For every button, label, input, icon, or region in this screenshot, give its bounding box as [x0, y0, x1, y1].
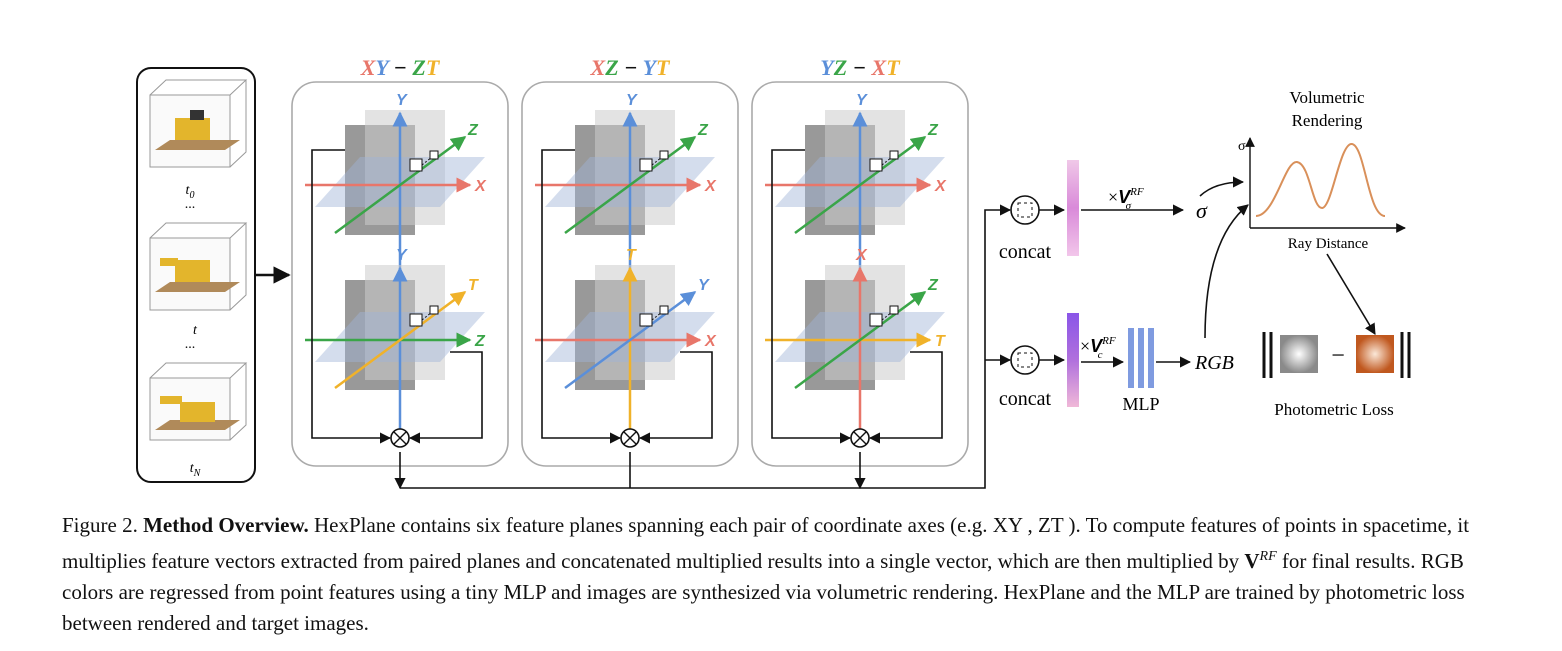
render-y-label: σ — [1238, 139, 1246, 154]
frame-cube-t — [149, 222, 248, 311]
multiply-node — [390, 428, 410, 448]
axis-label-diag: Z — [697, 122, 709, 139]
panel-1-bottom-axes: Y Z T — [305, 247, 486, 430]
axis-label-diag: Z — [467, 122, 479, 139]
caption-figure-number: Figure 2. — [62, 513, 138, 537]
frame-label-tN: tN — [190, 461, 202, 479]
feature-plane-panels: XY − ZT Y X Z Y Z T XZ − YT Y X Z T X Y YZ − XT Y X Z X T Z — [291, 55, 969, 467]
sample-point — [639, 158, 653, 172]
panel-2-bottom-axes: T X Y — [535, 247, 717, 430]
concat-top — [1010, 195, 1040, 225]
caption-text-1: HexPlane contains six feature planes spa… — [62, 513, 1470, 573]
panel-2-left-connector — [541, 149, 622, 444]
panel-1: XY − ZT Y X Z Y Z T — [291, 55, 509, 467]
frame-cube-tN — [149, 362, 248, 441]
frame-label-t0: t0 — [186, 183, 195, 201]
concat-bottom — [1010, 345, 1040, 375]
frame-cube-t0 — [149, 79, 248, 168]
axis-label-up: Y — [396, 92, 408, 109]
multiply-node — [620, 428, 640, 448]
rgb-feature-vector — [1067, 313, 1079, 407]
sample-point — [409, 158, 423, 172]
panel-3-bottom-axes: X T Z — [765, 247, 946, 430]
input-frames: t0 ... t ... tN — [136, 67, 256, 483]
sample-point — [869, 158, 883, 172]
rgb-output: RGB — [1194, 352, 1234, 374]
panel-3-right-connector — [868, 351, 943, 444]
frame-label-t: t — [193, 323, 198, 338]
v-c-label: ×VRF c — [1080, 335, 1116, 361]
render-title-1: Volumetric — [1289, 88, 1365, 107]
panel-2-right-connector — [638, 351, 713, 444]
figure-caption: Figure 2. Method Overview. HexPlane cont… — [62, 510, 1512, 639]
axis-label-diag: Z — [927, 122, 939, 139]
axis-label-up: Y — [626, 92, 638, 109]
projected-point — [889, 305, 899, 315]
frame-dots-1: ... — [185, 197, 196, 212]
axis-label-right: Z — [474, 333, 486, 350]
caption-v-sup: RF — [1259, 549, 1277, 564]
panel-1-top-axes: Y X Z — [305, 92, 487, 275]
render-title-2: Rendering — [1292, 111, 1363, 130]
panel-1-right-connector — [408, 351, 483, 444]
sample-point — [409, 313, 423, 327]
axis-label-right: X — [474, 178, 487, 195]
panel-2-title: XZ − YT — [590, 55, 672, 80]
target-image — [1356, 335, 1394, 373]
panel-3: YZ − XT Y X Z X T Z — [751, 55, 969, 467]
sigma-output: σ — [1196, 198, 1208, 223]
concat-connector-top — [400, 204, 1012, 489]
panel-1-title: XY − ZT — [360, 55, 441, 80]
axis-label-up: Y — [396, 247, 408, 264]
panel-2: XZ − YT Y X Z T X Y — [521, 55, 739, 467]
panel-2-top-axes: Y X Z — [535, 92, 717, 275]
concat-bottom-label: concat — [999, 388, 1052, 410]
projected-point — [889, 150, 899, 160]
projected-point — [429, 305, 439, 315]
concat-top-label: concat — [999, 241, 1052, 263]
multiply-node — [850, 428, 870, 448]
projected-point — [429, 150, 439, 160]
axis-label-right: X — [704, 178, 717, 195]
rendered-image — [1280, 335, 1318, 373]
axis-label-up: T — [626, 247, 637, 264]
axis-label-right: T — [935, 333, 946, 350]
axis-label-up: Y — [856, 92, 868, 109]
projected-point — [659, 150, 669, 160]
axis-label-right: X — [704, 333, 717, 350]
mlp-label: MLP — [1122, 394, 1159, 414]
axis-label-diag: T — [468, 277, 479, 294]
sigma-feature-vector — [1067, 160, 1079, 256]
v-sigma-label: ×VRF σ — [1108, 186, 1144, 212]
panel-3-left-connector — [771, 149, 852, 444]
panel-3-title: YZ − XT — [820, 55, 901, 80]
caption-heading: Method Overview. — [143, 513, 309, 537]
caption-v: V — [1244, 549, 1260, 573]
photometric-loss-label: Photometric Loss — [1274, 400, 1393, 419]
sample-point — [869, 313, 883, 327]
density-curve — [1255, 143, 1386, 217]
frame-dots-2: ... — [185, 337, 196, 352]
projected-point — [659, 305, 669, 315]
mlp-block — [1128, 328, 1154, 388]
axis-label-diag: Y — [698, 277, 710, 294]
photometric-loss: − — [1262, 332, 1411, 378]
render-x-label: Ray Distance — [1288, 236, 1369, 252]
panel-3-top-axes: Y X Z — [765, 92, 947, 275]
axis-label-right: X — [934, 178, 947, 195]
panel-1-left-connector — [311, 149, 392, 444]
axis-label-up: X — [855, 247, 868, 264]
axis-label-diag: Z — [927, 277, 939, 294]
caption-text-2: for final results. RGB colors are regres… — [62, 549, 1465, 635]
loss-minus: − — [1331, 343, 1345, 369]
sample-point — [639, 313, 653, 327]
